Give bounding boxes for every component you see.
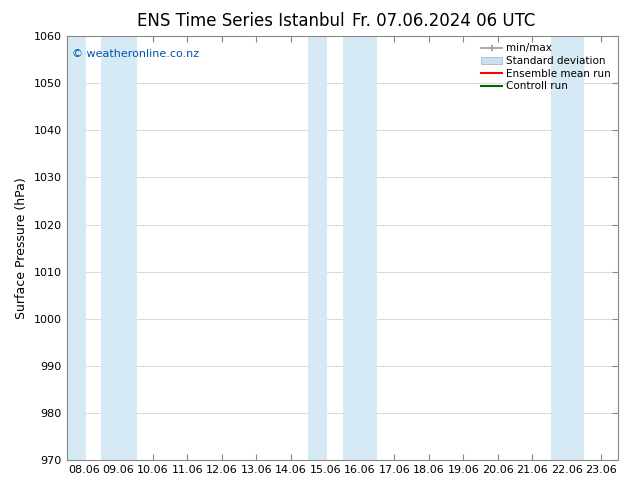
Text: ENS Time Series Istanbul: ENS Time Series Istanbul — [137, 12, 345, 30]
Bar — [551, 36, 584, 460]
Bar — [308, 36, 327, 460]
Y-axis label: Surface Pressure (hPa): Surface Pressure (hPa) — [15, 177, 28, 319]
Bar — [67, 36, 86, 460]
Text: © weatheronline.co.nz: © weatheronline.co.nz — [72, 49, 199, 59]
Legend: min/max, Standard deviation, Ensemble mean run, Controll run: min/max, Standard deviation, Ensemble me… — [477, 39, 616, 96]
Bar — [342, 36, 377, 460]
Text: Fr. 07.06.2024 06 UTC: Fr. 07.06.2024 06 UTC — [352, 12, 536, 30]
Bar — [101, 36, 137, 460]
